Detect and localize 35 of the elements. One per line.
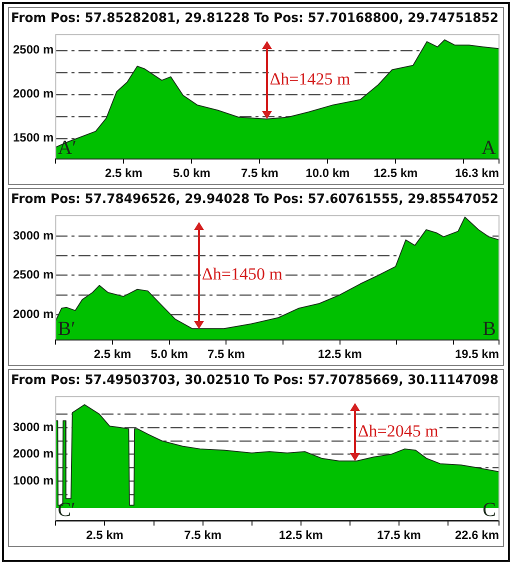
- x-tick-label: 7.5 km: [208, 347, 245, 362]
- chart-title: From Pos: 57.49503703, 30.02510 To Pos: 57.70785669, 30.11147098: [11, 372, 499, 388]
- annotation: A: [482, 136, 497, 159]
- x-tick-label: 2.5 km: [86, 528, 124, 542]
- y-tick-label: 1000 m: [12, 473, 54, 488]
- x-tick-label: 12.5 km: [374, 166, 418, 180]
- y-tick-label: 2000 m: [12, 86, 54, 101]
- y-tick-label: 2000 m: [12, 306, 54, 321]
- x-tick-label: 12.5 km: [318, 347, 362, 362]
- y-tick-label: 2000 m: [12, 446, 54, 461]
- y-tick-label: 2500 m: [12, 268, 54, 282]
- annotation: Δh=2045 m: [358, 421, 438, 440]
- y-tick-label: 2500 m: [12, 42, 54, 57]
- x-tick-label: 7.5 km: [240, 166, 278, 180]
- y-tick-label: 1500 m: [12, 130, 54, 145]
- annotation: B′: [58, 318, 76, 340]
- annotation: Δh=1450 m: [202, 264, 282, 284]
- x-tick-label: 5.0 km: [150, 347, 188, 362]
- chart-title: From Pos: 57.78496526, 29.94028 To Pos: 57.60761555, 29.85547052: [11, 190, 498, 206]
- x-tick-label: 12.5 km: [278, 528, 323, 542]
- annotation: Δh=1425 m: [270, 69, 350, 88]
- x-tick-label: 2.5 km: [94, 347, 132, 362]
- x-tick-label: 16.3 km: [454, 166, 499, 180]
- x-tick-label: 5.0 km: [173, 166, 210, 180]
- x-tick-label: 19.5 km: [454, 347, 499, 362]
- chart-title: From Pos: 57.85282081, 29.81228 To Pos: 57.70168800, 29.74751852: [11, 10, 498, 26]
- y-tick-label: 3000 m: [12, 420, 54, 434]
- x-tick-label: 10.0 km: [306, 166, 350, 180]
- x-tick-label: 2.5 km: [105, 166, 142, 180]
- x-tick-label: 22.6 km: [454, 528, 499, 542]
- annotation: B: [482, 318, 496, 340]
- annotation: A′: [58, 136, 77, 159]
- x-tick-label: 17.5 km: [376, 528, 421, 542]
- x-tick-label: 7.5 km: [184, 528, 222, 542]
- y-tick-label: 3000 m: [12, 228, 54, 242]
